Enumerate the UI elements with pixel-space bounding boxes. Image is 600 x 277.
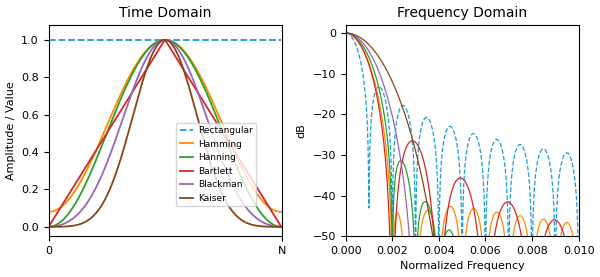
Hanning [139,55,146,58]
Kaiser [205,155,212,159]
Blackman [205,122,212,125]
Rectangular [45,38,52,42]
Bartlett [231,150,238,153]
Rectangular [148,38,155,42]
Hanning [205,96,212,99]
Y-axis label: dB: dB [297,123,307,138]
Line: Bartlett: Bartlett [49,40,281,227]
Blackman [231,187,238,190]
Bartlett [69,187,76,190]
Kaiser [231,212,238,216]
Legend: Rectangular, Hamming, Hanning, Bartlett, Blackman, Kaiser: Rectangular, Hamming, Hanning, Bartlett,… [176,122,256,206]
Kaiser [148,55,155,59]
Kaiser [69,224,76,227]
Hamming [227,141,234,144]
Hamming [278,210,285,214]
Rectangular [139,38,146,42]
Hamming [45,210,52,214]
Bartlett [278,225,285,229]
Hanning [227,150,234,153]
Kaiser [139,79,146,83]
Hanning [148,45,155,48]
Line: Hanning: Hanning [49,40,281,227]
Bartlett [148,60,155,64]
Bartlett [139,74,146,77]
Line: Hamming: Hamming [49,40,281,212]
Blackman [148,49,155,52]
Bartlett [161,38,169,42]
Blackman [227,178,234,182]
Bartlett [205,108,212,112]
Kaiser [45,225,52,229]
Hanning [278,225,285,229]
Hamming [139,53,146,57]
Rectangular [205,38,212,42]
Hamming [231,150,238,153]
Y-axis label: Amplitude / Value: Amplitude / Value [5,81,16,180]
Rectangular [230,38,238,42]
Line: Kaiser: Kaiser [49,40,281,227]
Blackman [139,64,146,67]
Rectangular [278,38,285,42]
Rectangular [69,38,76,42]
Blackman [69,217,76,220]
Rectangular [226,38,233,42]
Blackman [45,225,52,229]
Hanning [69,207,76,210]
Title: Frequency Domain: Frequency Domain [397,6,527,20]
Line: Blackman: Blackman [49,40,281,227]
Hamming [148,44,155,47]
Hanning [45,225,52,229]
Bartlett [227,143,234,147]
Kaiser [227,207,234,210]
Bartlett [45,225,52,229]
Kaiser [161,38,169,42]
Hamming [69,193,76,196]
Hanning [161,38,169,42]
Title: Time Domain: Time Domain [119,6,211,20]
Hamming [205,91,212,95]
X-axis label: Normalized Frequency: Normalized Frequency [400,261,524,271]
Kaiser [278,225,285,229]
Blackman [161,38,169,42]
Blackman [278,225,285,229]
Hanning [231,160,238,163]
Hamming [161,38,169,42]
